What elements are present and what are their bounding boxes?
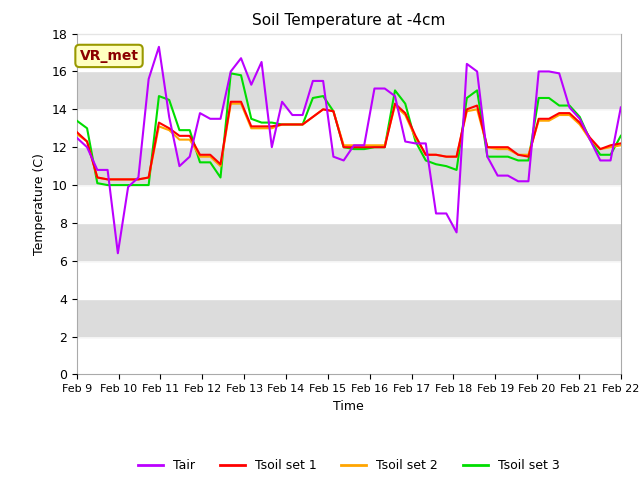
Bar (77, 109, 621, 147)
Bar (77, 72, 621, 109)
Text: VR_met: VR_met (79, 49, 138, 63)
Bar (77, 223, 621, 261)
Bar (77, 261, 621, 299)
Bar (77, 336, 621, 374)
X-axis label: Time: Time (333, 400, 364, 413)
Y-axis label: Temperature (C): Temperature (C) (33, 153, 45, 255)
Legend: Tair, Tsoil set 1, Tsoil set 2, Tsoil set 3: Tair, Tsoil set 1, Tsoil set 2, Tsoil se… (132, 454, 565, 477)
Bar (77, 299, 621, 336)
Title: Soil Temperature at -4cm: Soil Temperature at -4cm (252, 13, 445, 28)
Bar (77, 34, 621, 72)
Bar (77, 147, 621, 185)
Bar (77, 185, 621, 223)
